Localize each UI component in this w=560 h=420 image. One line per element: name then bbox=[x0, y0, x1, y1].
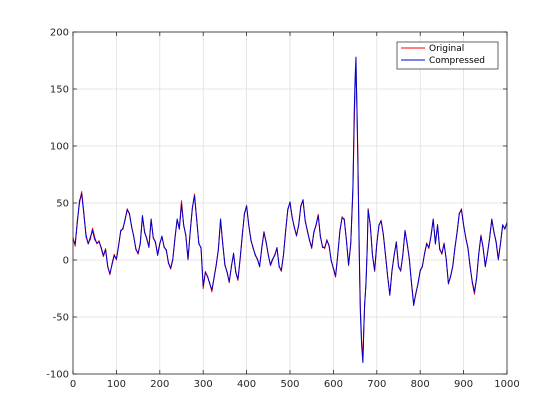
y-tick-label: 100 bbox=[50, 142, 69, 153]
legend-box bbox=[396, 41, 499, 70]
y-tick-label: 50 bbox=[56, 199, 69, 210]
x-tick-label: 1000 bbox=[494, 379, 519, 390]
y-tick-label: 0 bbox=[63, 256, 69, 267]
x-tick-label: 0 bbox=[70, 379, 76, 390]
x-tick-label: 300 bbox=[194, 379, 213, 390]
legend-label-compressed: Compressed bbox=[429, 56, 485, 66]
legend[interactable]: Original Compressed bbox=[396, 41, 499, 70]
x-tick-label: 200 bbox=[150, 379, 169, 390]
legend-label-original: Original bbox=[429, 44, 464, 54]
series-lines bbox=[72, 56, 508, 364]
series-line-compressed bbox=[72, 56, 508, 364]
x-tick-label: 900 bbox=[454, 379, 473, 390]
y-tick-label: 150 bbox=[50, 85, 69, 96]
x-tick-label: 800 bbox=[411, 379, 430, 390]
y-tick-label: -100 bbox=[46, 370, 69, 381]
x-tick-label: 500 bbox=[280, 379, 299, 390]
x-tick-label: 100 bbox=[107, 379, 126, 390]
x-tick-label: 400 bbox=[237, 379, 256, 390]
x-tick-label: 600 bbox=[324, 379, 343, 390]
y-tick-label: -50 bbox=[53, 313, 69, 324]
y-tick-label: 200 bbox=[50, 28, 69, 39]
x-tick-label: 700 bbox=[367, 379, 386, 390]
axis-ticks: 0 100 200 300 400 500 600 700 800 900 1000 -100 -50 0… bbox=[46, 28, 519, 391]
